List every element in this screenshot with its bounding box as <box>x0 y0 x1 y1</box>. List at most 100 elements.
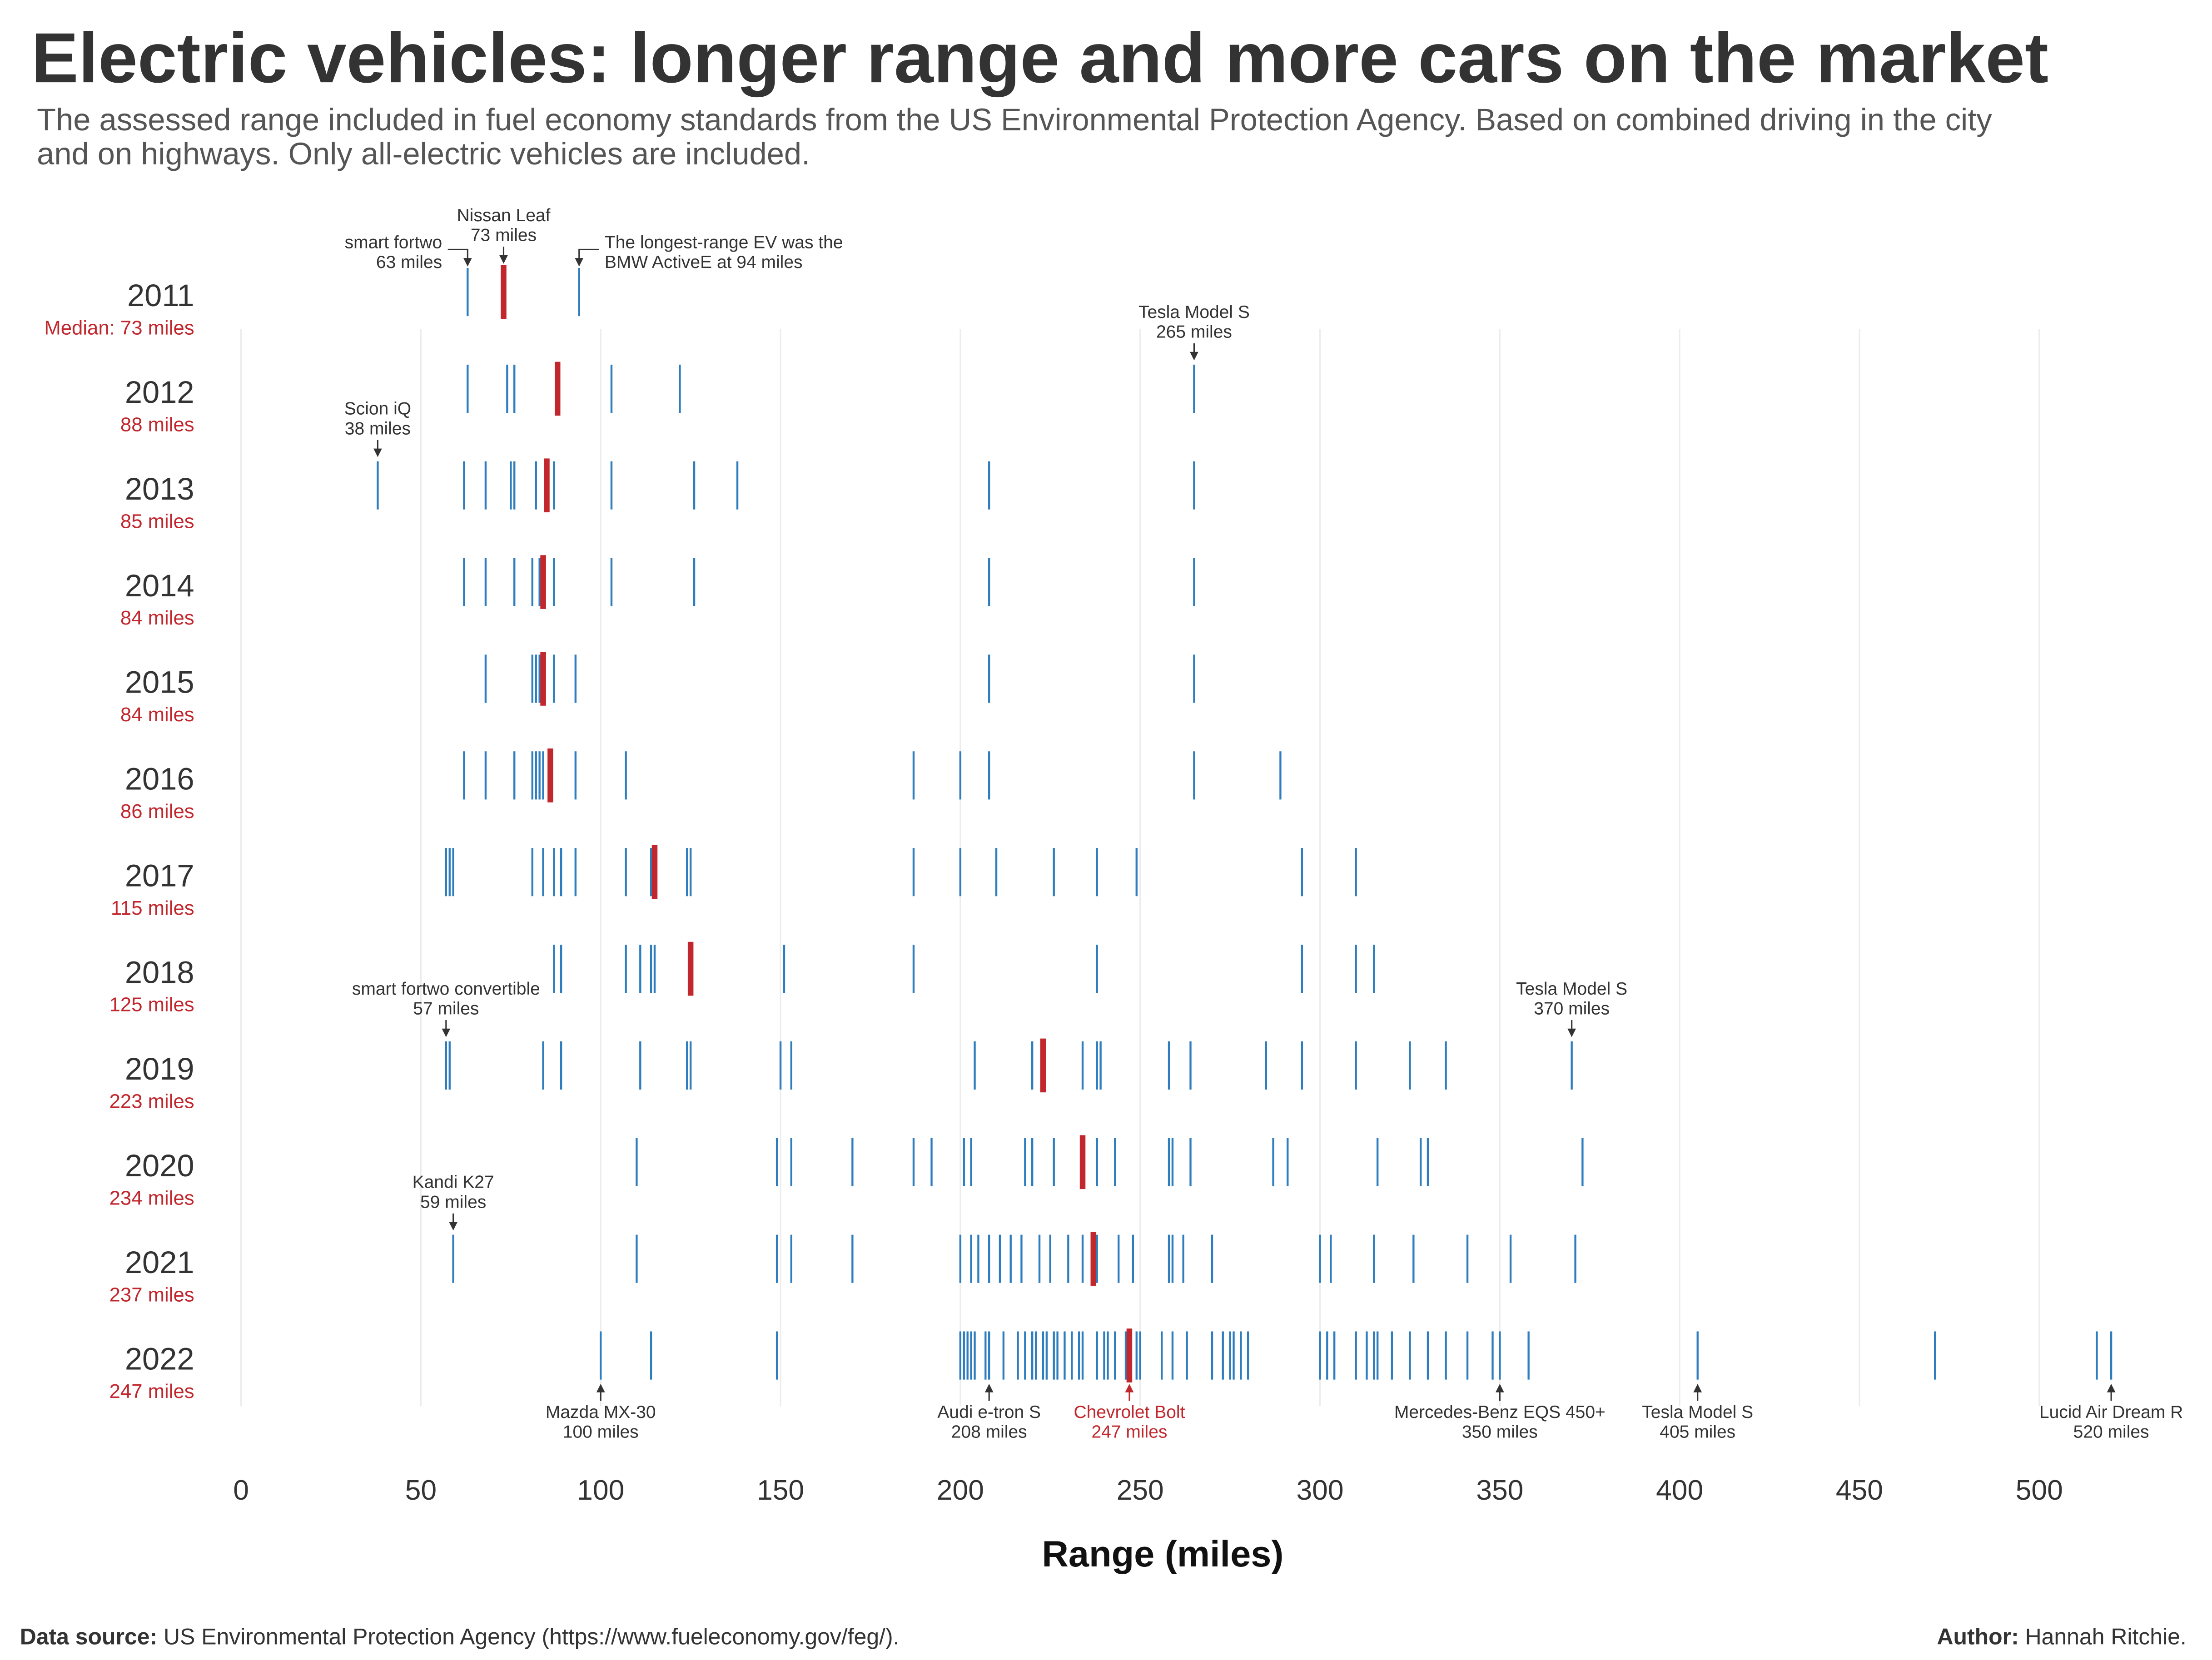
median-label: 86 miles <box>120 800 194 823</box>
annotation-text: 63 miles <box>376 253 442 272</box>
x-tick-label: 100 <box>577 1474 624 1506</box>
annotation-text: Lucid Air Dream R <box>2039 1402 2183 1422</box>
year-label: 2016 <box>125 762 194 797</box>
year-label: 2021 <box>125 1245 194 1280</box>
median-mark <box>547 748 553 803</box>
arrow-head <box>1125 1383 1134 1392</box>
annotation-text: Nissan Leaf <box>457 206 551 225</box>
median-label: 125 miles <box>109 994 194 1016</box>
median-mark <box>1126 1328 1133 1383</box>
annotation-text: smart fortwo <box>345 233 442 252</box>
annotation-text: 405 miles <box>1660 1422 1735 1442</box>
annotation-text: 520 miles <box>2073 1422 2149 1442</box>
year-label: 2011 <box>127 278 194 313</box>
annotation-text: 350 miles <box>1462 1422 1538 1442</box>
median-label: 247 miles <box>109 1380 194 1402</box>
annotation-text: Chevrolet Bolt <box>1074 1402 1185 1422</box>
annotation-arrow <box>578 248 599 264</box>
annotation-text: Audi e-tron S <box>937 1402 1041 1422</box>
source: Data source: US Environmental Protection… <box>20 1624 900 1650</box>
annotation-text: 73 miles <box>471 226 537 245</box>
annotation-text: Tesla Model S <box>1642 1402 1753 1422</box>
author: Author: Hannah Ritchie. <box>1937 1624 2187 1650</box>
arrow-head <box>1693 1383 1702 1392</box>
subtitle: The assessed range included in fuel econ… <box>37 102 1992 137</box>
arrow-head <box>449 1222 458 1231</box>
arrow-head <box>596 1383 605 1392</box>
year-label: 2012 <box>125 375 194 410</box>
year-label: 2022 <box>125 1342 194 1377</box>
annotation-text: 370 miles <box>1534 999 1610 1019</box>
arrow-head <box>2107 1383 2116 1392</box>
source-label: Data source: <box>20 1624 157 1650</box>
annotation-text: 59 miles <box>420 1192 486 1212</box>
x-tick-label: 500 <box>2016 1474 2063 1506</box>
annotation-text: 208 miles <box>951 1422 1027 1442</box>
median-mark <box>651 845 658 899</box>
annotation-text: 247 miles <box>1091 1422 1167 1442</box>
median-mark <box>1040 1038 1046 1093</box>
arrow-head <box>1567 1028 1576 1037</box>
x-tick-label: 450 <box>1836 1474 1883 1506</box>
median-label: 115 miles <box>111 897 194 919</box>
x-axis-title: Range (miles) <box>1042 1534 1283 1575</box>
x-tick-label: 50 <box>405 1474 437 1506</box>
x-tick-label: 200 <box>937 1474 984 1506</box>
x-tick-label: 400 <box>1656 1474 1703 1506</box>
median-mark <box>554 362 561 416</box>
median-mark <box>540 652 546 706</box>
x-tick-label: 300 <box>1296 1474 1343 1506</box>
annotation-text: Mazda MX-30 <box>546 1402 656 1422</box>
year-label: 2013 <box>125 471 194 506</box>
x-tick-label: 0 <box>233 1474 249 1506</box>
arrow-head <box>373 448 382 457</box>
author-label: Author: <box>1937 1624 2019 1650</box>
x-tick-label: 250 <box>1117 1474 1164 1506</box>
year-label: 2019 <box>125 1051 194 1086</box>
arrow-head <box>463 258 472 267</box>
arrow-head <box>499 255 508 264</box>
median-mark <box>687 941 694 996</box>
plot: 0 50 100 150 200 250 300 350 400 450 500 2011 Median… <box>44 206 2183 1506</box>
annotation-text: 38 miles <box>345 419 411 438</box>
author-text: Hannah Ritchie. <box>2025 1624 2187 1650</box>
median-label: 85 miles <box>120 510 194 532</box>
arrow-head <box>1495 1383 1504 1392</box>
year-label: 2018 <box>125 955 194 990</box>
subtitle: and on highways. Only all-electric vehic… <box>37 136 810 171</box>
median-mark <box>501 265 507 319</box>
annotation-text: 100 miles <box>563 1422 639 1442</box>
annotation-text: Tesla Model S <box>1138 302 1250 322</box>
median-label: Median: 73 miles <box>44 317 194 339</box>
year-label: 2017 <box>125 858 194 893</box>
median-mark <box>1079 1135 1086 1189</box>
annotation-arrow <box>447 248 468 264</box>
median-label: 237 miles <box>109 1283 194 1306</box>
arrow-head <box>1190 352 1198 361</box>
chart-title: Electric vehicles: longer range and more… <box>31 19 2048 98</box>
annotation-text: Mercedes-Benz EQS 450+ <box>1394 1402 1606 1422</box>
median-label: 223 miles <box>109 1090 194 1113</box>
source-text: US Environmental Protection Agency (http… <box>164 1624 900 1650</box>
annotation-text: 57 miles <box>413 999 479 1019</box>
median-label: 84 miles <box>120 704 194 726</box>
median-label: 84 miles <box>120 607 194 629</box>
year-label: 2020 <box>125 1148 194 1183</box>
annotation-text: smart fortwo convertible <box>352 979 540 999</box>
annotation-text: The longest-range EV was the <box>605 233 843 252</box>
annotation-text: Scion iQ <box>344 399 411 419</box>
median-label: 88 miles <box>120 414 194 436</box>
year-label: 2015 <box>125 665 194 700</box>
median-mark <box>1090 1232 1097 1286</box>
arrow-head <box>984 1383 994 1392</box>
median-label: 234 miles <box>109 1187 194 1209</box>
arrow-head <box>442 1028 451 1037</box>
annotation-text: Tesla Model S <box>1516 979 1627 999</box>
year-label: 2014 <box>125 568 194 603</box>
median-mark <box>544 458 550 513</box>
annotation-text: BMW ActiveE at 94 miles <box>605 253 803 272</box>
annotation-text: Kandi K27 <box>413 1173 494 1192</box>
median-mark <box>540 555 546 609</box>
annotation-text: 265 miles <box>1156 322 1232 342</box>
